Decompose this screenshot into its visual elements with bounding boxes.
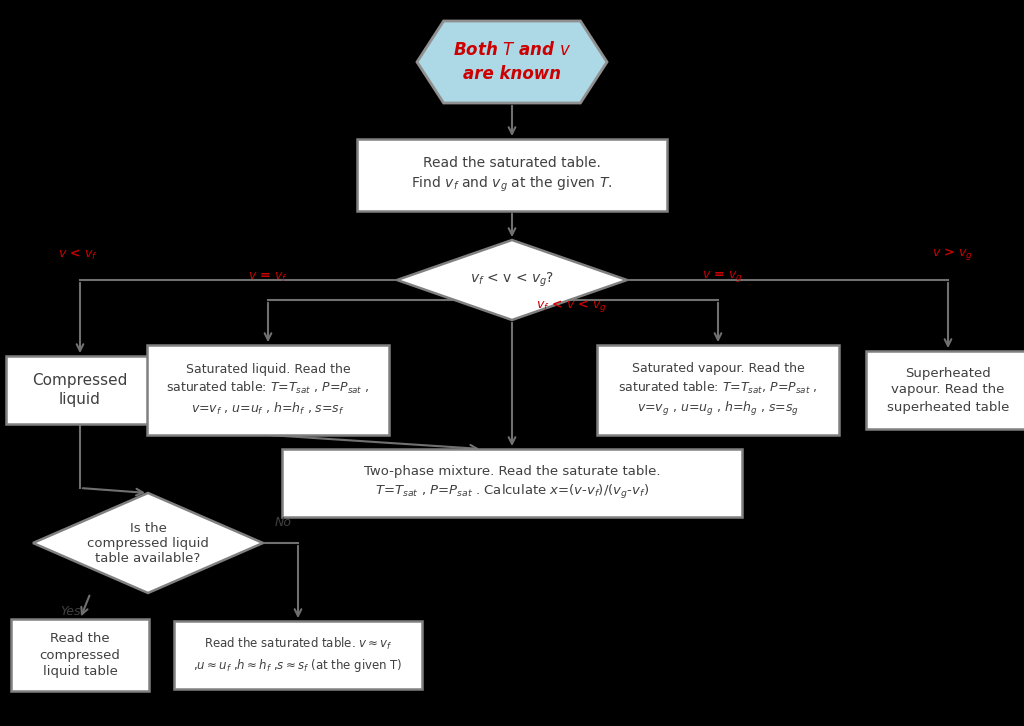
Text: Read the saturated table.
Find $v_f$ and $v_g$ at the given $T$.: Read the saturated table. Find $v_f$ and… xyxy=(412,156,612,195)
Text: Read the saturated table. $v$$\approx$$v_f$
,$u$$\approx$$u_f$ ,$h$$\approx$$h_f: Read the saturated table. $v$$\approx$$v… xyxy=(194,636,402,674)
Text: $v$ = $v_g$: $v$ = $v_g$ xyxy=(702,269,743,284)
Text: Saturated vapour. Read the
saturated table: $T$=$T_{sat}$, $P$=$P_{sat}$ ,
$v$=$: Saturated vapour. Read the saturated tab… xyxy=(618,362,818,418)
Text: Two-phase mixture. Read the saturate table.
$T$=$T_{sat}$ , $P$=$P_{sat}$ . Calc: Two-phase mixture. Read the saturate tab… xyxy=(364,465,660,501)
Text: Compressed
liquid: Compressed liquid xyxy=(33,372,128,407)
FancyBboxPatch shape xyxy=(282,449,742,517)
Text: No: No xyxy=(275,516,292,529)
Polygon shape xyxy=(417,21,607,103)
Text: $v_f$ < v < $v_g$?: $v_f$ < v < $v_g$? xyxy=(470,271,554,289)
FancyBboxPatch shape xyxy=(147,345,389,435)
Text: $v_f$ < $v$ < $v_g$: $v_f$ < $v$ < $v_g$ xyxy=(537,298,607,314)
Text: Superheated
vapour. Read the
superheated table: Superheated vapour. Read the superheated… xyxy=(887,367,1010,414)
Text: Saturated liquid. Read the
saturated table: $T$=$T_{sat}$ , $P$=$P_{sat}$ ,
$v$=: Saturated liquid. Read the saturated tab… xyxy=(166,362,370,417)
FancyBboxPatch shape xyxy=(174,621,422,689)
Polygon shape xyxy=(397,240,627,320)
Text: Yes: Yes xyxy=(60,605,81,618)
Text: $v$ = $v_f$: $v$ = $v_f$ xyxy=(248,271,288,284)
FancyBboxPatch shape xyxy=(597,345,839,435)
Text: Both $T$ and $v$
are known: Both $T$ and $v$ are known xyxy=(453,41,571,83)
Text: $v$ < $v_f$: $v$ < $v_f$ xyxy=(58,248,98,262)
FancyBboxPatch shape xyxy=(11,619,150,691)
Text: Is the
compressed liquid
table available?: Is the compressed liquid table available… xyxy=(87,521,209,565)
FancyBboxPatch shape xyxy=(357,139,667,211)
FancyBboxPatch shape xyxy=(865,351,1024,429)
Polygon shape xyxy=(33,493,263,593)
FancyBboxPatch shape xyxy=(6,356,154,424)
Text: $v$ > $v_g$: $v$ > $v_g$ xyxy=(933,246,974,262)
Text: Read the
compressed
liquid table: Read the compressed liquid table xyxy=(40,632,121,679)
